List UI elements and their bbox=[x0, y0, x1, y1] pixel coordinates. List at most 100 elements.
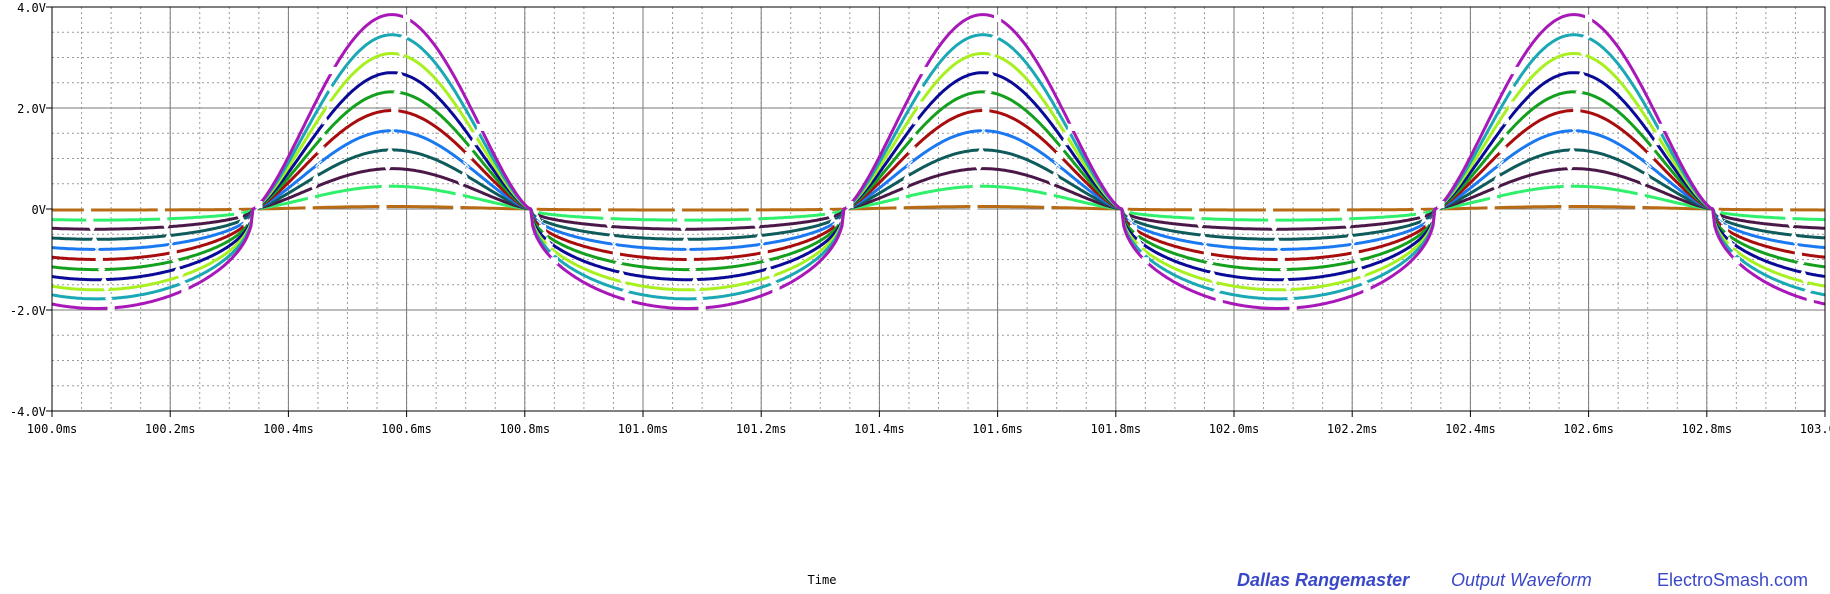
series-marker bbox=[157, 206, 165, 214]
series-marker bbox=[1417, 213, 1426, 222]
series-marker bbox=[1565, 165, 1574, 174]
series-marker bbox=[1727, 243, 1736, 252]
series-marker bbox=[391, 107, 399, 115]
series-3 bbox=[51, 145, 1826, 243]
series-marker bbox=[1282, 275, 1290, 284]
series-marker bbox=[1215, 296, 1223, 305]
series-marker bbox=[307, 193, 316, 202]
series-marker bbox=[908, 146, 916, 154]
series-marker bbox=[1056, 152, 1064, 160]
series-marker bbox=[1649, 144, 1657, 153]
series-marker bbox=[610, 240, 618, 248]
series-marker bbox=[326, 84, 335, 93]
series-10 bbox=[51, 13, 1826, 312]
series-marker bbox=[1508, 84, 1517, 93]
series-marker bbox=[1210, 278, 1219, 287]
series-marker bbox=[181, 286, 189, 294]
series-marker bbox=[315, 160, 322, 168]
series-marker bbox=[235, 213, 244, 222]
series-marker bbox=[545, 243, 554, 252]
series-line bbox=[51, 109, 1826, 261]
x-tick-label: 101.8ms bbox=[1091, 422, 1142, 436]
series-marker bbox=[321, 116, 330, 125]
series-marker bbox=[898, 193, 907, 202]
series-marker bbox=[614, 259, 623, 267]
series-marker bbox=[471, 132, 480, 141]
series-marker bbox=[846, 201, 854, 209]
series-marker bbox=[1658, 123, 1667, 131]
x-tick-label: 103.0ms bbox=[1800, 422, 1830, 436]
series-marker bbox=[329, 66, 337, 75]
series-marker bbox=[1046, 190, 1054, 199]
series-marker bbox=[1346, 231, 1355, 240]
series-marker bbox=[1349, 240, 1357, 248]
series-marker bbox=[550, 257, 558, 265]
series-marker bbox=[1191, 206, 1200, 214]
series-marker bbox=[758, 240, 766, 248]
series-marker bbox=[1787, 222, 1796, 231]
x-tick-label: 100.4ms bbox=[263, 422, 314, 436]
plot-frame bbox=[51, 6, 1826, 412]
y-tick-label: -4.0V bbox=[10, 405, 46, 419]
series-marker bbox=[674, 206, 683, 214]
x-tick-label: 100.8ms bbox=[500, 422, 551, 436]
series-7 bbox=[51, 69, 1826, 284]
series-marker bbox=[393, 88, 401, 96]
series-marker bbox=[994, 14, 1002, 22]
series-marker bbox=[1048, 180, 1057, 189]
series-marker bbox=[1639, 180, 1648, 189]
series-marker bbox=[1205, 259, 1214, 267]
series-marker bbox=[686, 255, 694, 264]
series-line bbox=[51, 13, 1826, 310]
series-marker bbox=[982, 107, 990, 115]
series-line bbox=[51, 52, 1826, 292]
y-tick-label: 0V bbox=[32, 203, 46, 217]
series-marker bbox=[1344, 223, 1353, 232]
series-marker bbox=[1511, 66, 1519, 75]
series-4 bbox=[51, 127, 1826, 253]
series-marker bbox=[753, 223, 762, 232]
series-marker bbox=[403, 14, 411, 22]
x-tick-label: 101.2ms bbox=[736, 422, 787, 436]
series-marker bbox=[1284, 286, 1293, 294]
series-marker bbox=[100, 275, 108, 284]
y-tick-label: 2.0V bbox=[17, 102, 46, 116]
series-marker bbox=[972, 182, 980, 190]
series-marker bbox=[319, 132, 328, 140]
series-marker bbox=[693, 286, 702, 294]
series-marker bbox=[1506, 101, 1514, 110]
x-tick-label: 100.2ms bbox=[145, 422, 196, 436]
series-marker bbox=[698, 304, 706, 312]
series-marker bbox=[1641, 169, 1650, 178]
series-marker bbox=[677, 216, 685, 224]
series-marker bbox=[1198, 230, 1207, 239]
x-axis-label: Time bbox=[808, 573, 837, 587]
series-marker bbox=[1577, 69, 1586, 77]
series-marker bbox=[984, 88, 992, 96]
series-marker bbox=[176, 272, 185, 281]
series-marker bbox=[760, 248, 768, 257]
series-marker bbox=[1044, 203, 1052, 211]
series-marker bbox=[986, 69, 995, 77]
series-marker bbox=[751, 215, 759, 223]
series-marker bbox=[977, 145, 986, 154]
series-marker bbox=[769, 279, 778, 287]
series-marker bbox=[1053, 161, 1061, 169]
y-tick-label: 4.0V bbox=[17, 1, 46, 15]
series-marker bbox=[1067, 123, 1076, 131]
series-marker bbox=[455, 190, 463, 199]
series-marker bbox=[826, 213, 835, 222]
axes: 100.0ms 100.2ms 100.4ms 100.6ms 100.8ms 101.0… bbox=[10, 1, 1830, 436]
series-marker bbox=[1203, 249, 1212, 258]
series-marker bbox=[605, 222, 614, 231]
series-marker bbox=[1570, 127, 1578, 135]
series-marker bbox=[695, 294, 704, 303]
series-marker bbox=[767, 272, 776, 281]
series-marker bbox=[1561, 202, 1569, 211]
series-marker bbox=[991, 33, 1000, 42]
series-marker bbox=[90, 234, 99, 243]
series-marker bbox=[912, 116, 921, 125]
series-marker bbox=[317, 146, 325, 154]
series-marker bbox=[1194, 214, 1202, 223]
series-marker bbox=[453, 203, 461, 211]
